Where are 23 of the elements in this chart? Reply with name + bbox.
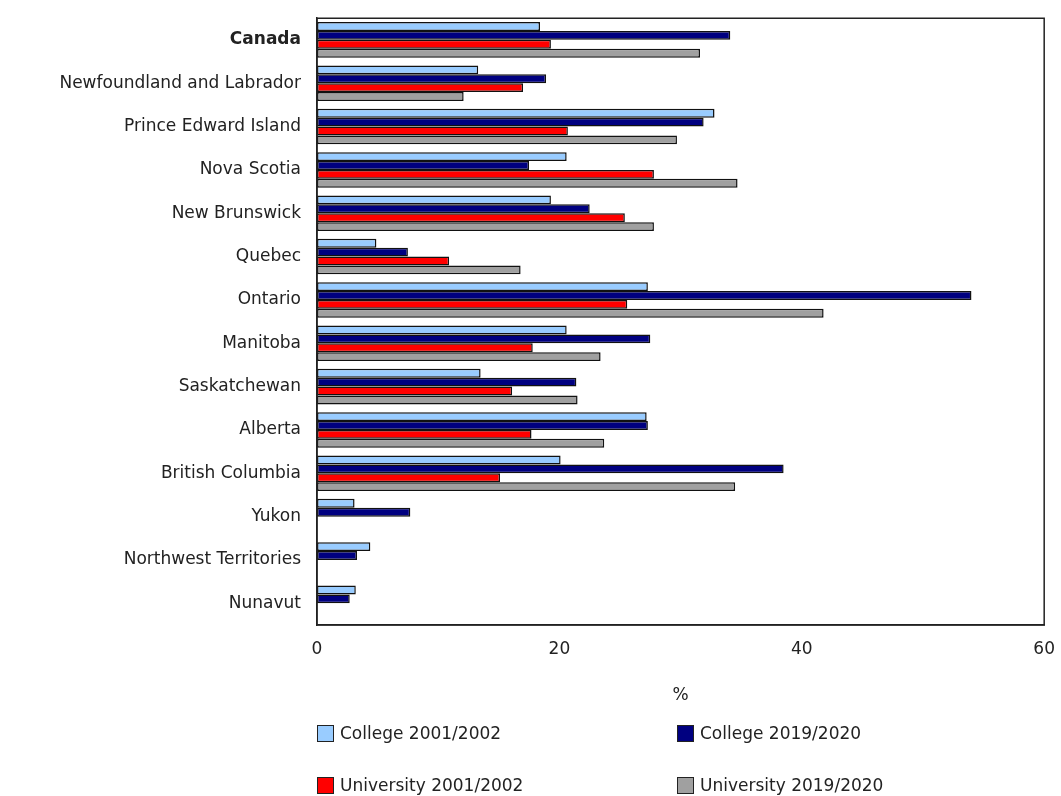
y-tick-label: British Columbia xyxy=(160,461,301,482)
y-tick-label: New Brunswick xyxy=(171,201,302,222)
x-tick-label: 60 xyxy=(1033,637,1055,658)
x-tick-label: 0 xyxy=(311,637,323,658)
y-tick-label: Newfoundland and Labrador xyxy=(59,71,301,92)
legend-label: College 2001/2002 xyxy=(340,723,502,743)
y-tick-label: Yukon xyxy=(250,505,301,526)
y-tick-label: Manitoba xyxy=(222,331,301,352)
y-tick-label: Quebec xyxy=(235,245,301,266)
y-tick-label: Saskatchewan xyxy=(178,375,301,396)
y-tick-label: Northwest Territories xyxy=(123,548,302,569)
y-tick-label: Nunavut xyxy=(228,591,302,612)
y-tick-label: Nova Scotia xyxy=(199,158,301,179)
y-tick-label: Prince Edward Island xyxy=(124,114,301,135)
legend-label: University 2001/2002 xyxy=(340,775,524,795)
x-tick-label: 40 xyxy=(790,637,813,658)
y-tick-label: Alberta xyxy=(239,418,301,439)
x-tick-label: 20 xyxy=(548,637,571,658)
y-tick-label: Ontario xyxy=(237,288,301,309)
legend-label: University 2019/2020 xyxy=(700,775,884,795)
y-tick-label: Canada xyxy=(229,28,301,49)
legend-label: College 2019/2020 xyxy=(700,723,862,743)
x-axis-title: % xyxy=(672,684,689,705)
